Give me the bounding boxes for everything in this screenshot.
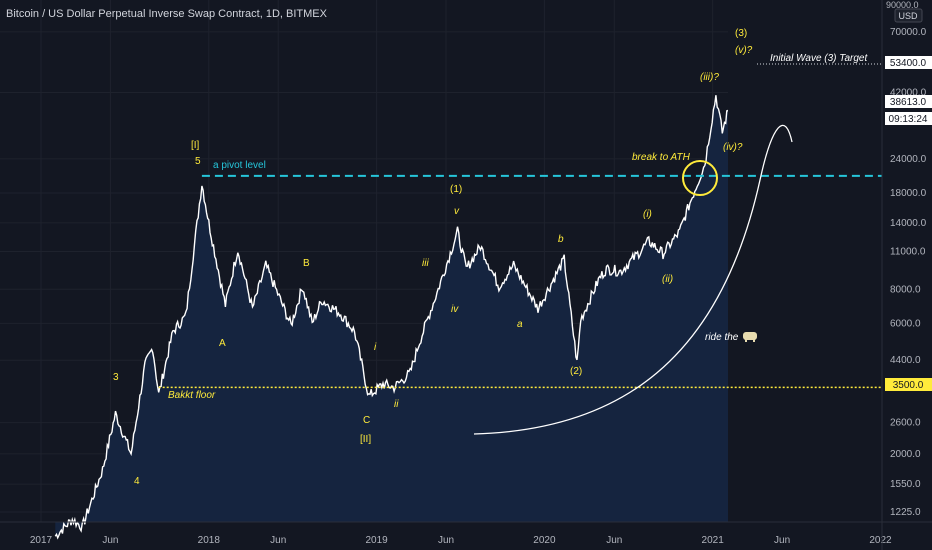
countdown-badge: 09:13:24 [885,112,932,125]
label-B: B [303,258,310,269]
target-price-text: 53400.0 [890,58,927,69]
ride-curve-arrow [473,124,793,435]
usd-badge-label: USD [898,11,918,21]
time-tick-label: 2018 [198,535,221,546]
time-tick-label: Jun [102,535,118,546]
label-b-small: b [558,234,564,245]
label-wave-II: [II] [360,434,371,445]
label-iii-paren: (iii)? [700,72,719,83]
price-tick-label: 42000.0 [890,87,927,98]
time-tick-label: 2019 [365,535,388,546]
label-v-paren: (v)? [735,45,753,56]
time-tick-label: 2021 [702,535,725,546]
price-tick-label: 2600.0 [890,418,921,429]
price-tick-label: 18000.0 [890,188,927,199]
price-tick-label: 1550.0 [890,479,921,490]
label-five: 5 [195,156,201,167]
label-three: 3 [113,372,119,383]
label-pivot: a pivot level [213,160,266,171]
price-tick-label: 1225.0 [890,507,921,518]
price-line [54,95,731,540]
label-target: Initial Wave (3) Target [770,53,868,64]
label-i-paren: (i) [643,209,652,220]
label-iv: iv [451,304,459,315]
price-tick-label: 24000.0 [890,154,927,165]
last-price-text: 38613.0 [890,97,927,108]
label-wave-I: [I] [191,140,200,151]
label-C: C [363,415,370,426]
time-tick-label: Jun [606,535,622,546]
label-iii: iii [422,258,429,269]
label-i: i [374,342,377,353]
time-axis[interactable]: 2017 Jun 2018 Jun 2019 Jun 2020 Jun 2021 Jun 2022 [30,535,892,546]
floor-price-text: 3500.0 [893,380,924,391]
target-price-badge: 53400.0 [885,56,932,69]
time-tick-label: Jun [270,535,286,546]
price-tick-label: 8000.0 [890,284,921,295]
price-tick-label: 2000.0 [890,449,921,460]
time-tick-label: 2020 [533,535,556,546]
label-one: (1) [450,184,462,195]
label-a-small: a [517,319,523,330]
time-tick-label: 2022 [869,535,892,546]
floor-price-badge: 3500.0 [885,378,932,391]
label-two: (2) [570,366,582,377]
price-tick-label: 14000.0 [890,218,927,229]
price-axis[interactable]: 70000.0 42000.0 24000.0 18000.0 14000.0 11000… [890,27,927,518]
price-tick-label: 11000.0 [890,246,926,257]
break-ath-circle [682,160,718,196]
label-v: v [454,206,460,217]
price-tick-label: 70000.0 [890,27,927,38]
label-three-paren: (3) [735,28,747,39]
time-tick-label: 2017 [30,535,53,546]
usd-badge[interactable]: USD [894,8,923,23]
label-four: 4 [134,476,140,487]
price-tick-label: 6000.0 [890,318,921,329]
price-area-fill [55,95,731,538]
future-region [728,0,882,522]
label-A: A [219,338,226,349]
time-tick-label: Jun [774,535,790,546]
label-ii: ii [394,399,399,410]
label-break-ath: break to ATH [632,152,691,163]
price-axis-top-label: 90000.0 [886,0,919,10]
last-price-badge: 38613.0 [885,95,932,108]
label-ride: ride the [705,332,739,343]
time-tick-label: Jun [438,535,454,546]
countdown-text: 09:13:24 [889,114,928,125]
bull-icon [743,332,757,342]
label-iv-paren: (iv)? [723,142,743,153]
chart-title: Bitcoin / US Dollar Perpetual Inverse Sw… [6,8,327,20]
price-tick-label: 4400.0 [890,355,921,366]
label-bakkt-floor: Bakkt floor [168,390,216,401]
label-ii-paren: (ii) [662,274,673,285]
